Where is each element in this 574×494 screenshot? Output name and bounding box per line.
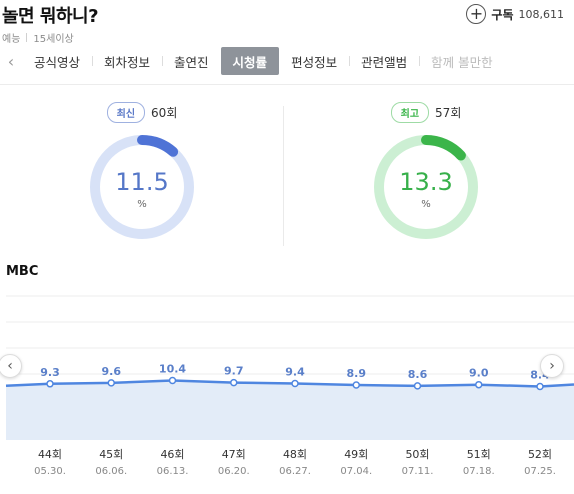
plus-icon[interactable]: + xyxy=(466,4,487,24)
data-label: 9.7 xyxy=(224,365,244,378)
channel-label: MBC xyxy=(6,264,39,279)
chart-next-button[interactable]: › xyxy=(540,354,564,378)
ratings-chart: 9.3 44회 05.30. 9.6 45회 06.06. 10.4 46회 06.13. 9.7… xyxy=(0,288,574,494)
data-point xyxy=(413,382,422,390)
data-point xyxy=(291,379,299,388)
highest-ring-arc xyxy=(374,135,478,239)
chevron-right-icon: › xyxy=(549,358,555,374)
highest-ring: 13.3 % xyxy=(373,134,479,240)
x-tick-date: 07.04. xyxy=(340,466,372,477)
highest-gauge-header: 최고 57회 xyxy=(284,102,568,123)
highest-ring-chart xyxy=(374,135,478,239)
latest-episode: 60회 xyxy=(151,106,178,120)
data-label: 10.4 xyxy=(159,363,186,376)
series-area xyxy=(6,380,574,440)
x-tick-date: 06.06. xyxy=(95,466,127,477)
tab-list: 공식영상 회차정보 출연진 시청률 편성정보 관련앨범 함께 볼만한 xyxy=(22,47,552,75)
highest-badge: 최고 xyxy=(390,102,430,123)
data-label: 8.6 xyxy=(408,368,428,381)
subscriber-count: 108,611 xyxy=(518,7,565,21)
highest-rating-value: 13.3 xyxy=(399,168,453,196)
x-tick-date: 07.25. xyxy=(524,466,556,477)
x-tick-episode: 52회 xyxy=(528,448,552,461)
highest-rating-unit: % xyxy=(421,199,431,210)
latest-rating-gauge: 최신 60회 11.5 % xyxy=(0,100,284,250)
tab-fade-overlay xyxy=(512,47,552,75)
x-tick-episode: 44회 xyxy=(38,448,62,461)
data-point xyxy=(536,382,544,391)
data-point xyxy=(46,380,54,388)
program-title: 놀면 뭐하니? xyxy=(2,6,99,27)
latest-ring-arc xyxy=(90,135,194,239)
x-tick-episode: 48회 xyxy=(283,448,307,461)
tab-cast[interactable]: 출연진 xyxy=(162,47,221,75)
x-tick-date: 07.11. xyxy=(402,466,434,477)
meta-divider xyxy=(26,33,28,42)
x-tick-date: 06.20. xyxy=(218,466,250,477)
x-tick-date: 06.13. xyxy=(157,466,189,477)
x-tick-date: 07.18. xyxy=(463,466,495,477)
chevron-left-icon: ‹ xyxy=(7,358,13,374)
gauge-divider xyxy=(283,106,284,246)
data-label: 9.6 xyxy=(102,365,122,378)
ratings-line-chart: 9.3 44회 05.30. 9.6 45회 06.06. 10.4 46회 06.13. 9.7… xyxy=(5,295,574,477)
data-label: 9.3 xyxy=(40,366,60,379)
tab-bar: ‹ 공식영상 회차정보 출연진 시청률 편성정보 관련앨범 함께 볼만한 xyxy=(0,47,574,75)
data-label: 9.0 xyxy=(469,367,489,380)
data-point xyxy=(352,381,360,389)
x-tick-date: 06.27. xyxy=(279,466,311,477)
data-label: 8.9 xyxy=(347,367,367,380)
latest-rating-value: 11.5 xyxy=(115,168,169,196)
tab-ratings[interactable]: 시청률 xyxy=(220,47,280,75)
highest-rating-gauge: 최고 57회 13.3 % xyxy=(284,100,568,250)
subscribe-control[interactable]: + 구독 108,611 xyxy=(466,4,564,24)
tab-related-album[interactable]: 관련앨범 xyxy=(349,47,419,75)
tab-episode-info[interactable]: 회차정보 xyxy=(92,47,162,75)
data-point xyxy=(107,379,115,387)
x-tick-date: 05.30. xyxy=(34,466,66,477)
data-point xyxy=(230,378,238,387)
tab-schedule[interactable]: 편성정보 xyxy=(291,54,338,70)
latest-ring-chart xyxy=(90,135,194,239)
latest-ring: 11.5 % xyxy=(89,134,195,240)
x-tick-episode: 51회 xyxy=(467,448,491,461)
chart-prev-button[interactable]: ‹ xyxy=(0,354,22,378)
latest-gauge-header: 최신 60회 xyxy=(0,102,284,123)
data-point xyxy=(168,376,177,385)
x-tick-episode: 50회 xyxy=(405,448,429,461)
subscribe-label[interactable]: 구독 xyxy=(491,7,514,22)
tab-recommended[interactable]: 함께 볼만한 xyxy=(419,47,504,75)
x-tick-episode: 47회 xyxy=(222,448,246,461)
tab-official-video[interactable]: 공식영상 xyxy=(34,54,81,70)
latest-rating-unit: % xyxy=(137,199,147,210)
x-tick-episode: 45회 xyxy=(99,448,123,461)
section-divider xyxy=(0,84,574,85)
latest-badge: 최신 xyxy=(106,102,146,123)
genre-label: 예능 xyxy=(2,34,21,45)
x-tick-episode: 49회 xyxy=(344,448,368,461)
data-point xyxy=(475,380,483,389)
age-rating: 15세이상 xyxy=(33,34,74,45)
x-tick-episode: 46회 xyxy=(160,448,184,461)
data-label: 9.4 xyxy=(285,366,305,379)
chevron-left-icon[interactable]: ‹ xyxy=(7,51,15,71)
program-meta: 예능 15세이상 xyxy=(2,30,74,45)
highest-episode: 57회 xyxy=(435,106,462,120)
